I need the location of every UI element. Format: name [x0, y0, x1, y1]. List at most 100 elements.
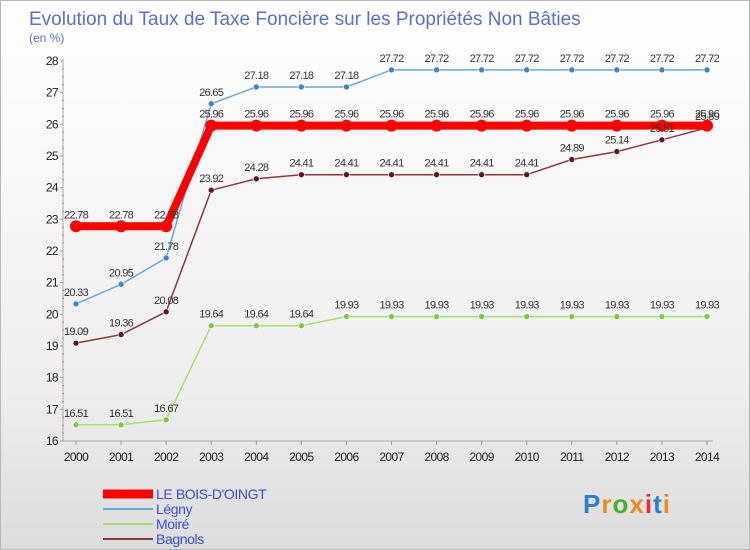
data-label: 19.36 [109, 318, 134, 330]
data-label: 24.28 [244, 162, 269, 174]
data-point [160, 220, 173, 233]
data-point [658, 136, 666, 144]
data-point [70, 220, 82, 233]
data-label: 24.41 [289, 158, 314, 170]
series-layer [70, 66, 713, 429]
data-label: 19.09 [64, 326, 89, 338]
data-label: 25.96 [379, 109, 404, 121]
x-tick-label: 2008 [424, 450, 449, 464]
data-point [340, 119, 353, 132]
data-point [72, 421, 80, 429]
data-point [478, 66, 485, 74]
y-tick-label: 25 [46, 149, 59, 163]
data-label: 27.18 [244, 70, 269, 82]
legend-label: Bagnols [156, 531, 204, 547]
data-label: 20.33 [64, 287, 89, 299]
data-point [117, 421, 125, 429]
data-label: 24.41 [379, 158, 404, 170]
data-point [433, 66, 440, 74]
data-point [162, 254, 170, 262]
data-label: 25.96 [470, 109, 495, 121]
data-point [478, 171, 485, 178]
data-label: 24.89 [560, 142, 585, 154]
data-label: 27.72 [695, 53, 720, 65]
data-label: 19.64 [244, 309, 269, 321]
data-point [72, 339, 80, 347]
data-label: 25.96 [199, 109, 224, 121]
y-tick-label: 18 [46, 371, 59, 385]
chart-title: Evolution du Taux de Taxe Foncière sur l… [29, 9, 581, 30]
data-point [162, 308, 170, 316]
data-point [433, 313, 440, 320]
data-label: 25.96 [425, 109, 450, 121]
data-point [523, 313, 531, 320]
data-label: 19.93 [470, 300, 495, 312]
data-label: 16.51 [64, 408, 89, 420]
data-point [252, 322, 260, 330]
x-tick-label: 2002 [154, 450, 179, 464]
data-point [523, 171, 531, 178]
data-label: 25.96 [695, 109, 720, 121]
x-tick-label: 2011 [560, 450, 584, 464]
legend-label: Légny [156, 501, 193, 517]
x-tick-label: 2003 [199, 450, 224, 464]
data-label: 24.41 [334, 158, 359, 170]
data-point [430, 119, 443, 132]
x-tick-label: 2014 [695, 450, 720, 464]
data-label: 25.96 [244, 109, 269, 121]
x-tick-label: 2007 [379, 450, 404, 464]
data-label: 27.18 [334, 70, 359, 82]
data-point [565, 119, 578, 132]
logo-letter: P [583, 489, 602, 519]
y-tick-label: 27 [46, 86, 59, 100]
x-tick-label: 2000 [64, 450, 89, 464]
data-label: 16.51 [109, 408, 134, 420]
data-point [478, 313, 485, 320]
data-label: 25.89 [695, 111, 720, 123]
logo-letter: i [644, 489, 654, 519]
data-label: 25.51 [650, 123, 675, 135]
data-label: 19.93 [425, 300, 450, 312]
data-point [388, 313, 395, 320]
data-point [703, 313, 711, 320]
legend-label: LE BOIS-D'OINGT [156, 486, 267, 502]
x-tick-label: 2009 [469, 450, 494, 464]
data-label: 21.78 [154, 241, 179, 253]
x-tick-label: 2005 [289, 450, 314, 464]
data-point [252, 175, 260, 183]
data-point [117, 331, 125, 338]
logo-letter: r [601, 489, 613, 519]
y-tick-label: 20 [46, 307, 59, 321]
axes: 16 17 18 19 20 21 22 23 24 25 26 27 28 2000 2001 2002 20… [46, 54, 721, 464]
data-point [250, 119, 263, 132]
data-label: 20.08 [154, 295, 179, 307]
data-point [252, 83, 260, 91]
x-tick-label: 2013 [650, 450, 675, 464]
data-label: 24.41 [425, 158, 450, 170]
y-tick-label: 17 [46, 402, 59, 416]
data-point [298, 171, 305, 178]
data-label: 25.96 [650, 109, 675, 121]
data-point [655, 119, 668, 132]
x-tick-label: 2004 [244, 450, 269, 464]
data-point [298, 322, 305, 330]
data-point [568, 313, 576, 320]
data-point [475, 119, 488, 132]
y-axis-unit-label: (en %) [29, 31, 64, 45]
data-label: 25.96 [515, 109, 540, 121]
data-point [385, 119, 398, 132]
legend-label: Moiré [156, 516, 190, 532]
data-point [613, 148, 621, 155]
y-tick-label: 19 [46, 339, 59, 353]
data-point [388, 66, 395, 74]
data-label: 19.93 [560, 300, 585, 312]
data-label: 27.72 [425, 53, 450, 65]
data-point [207, 322, 215, 330]
logo-letter: t [653, 489, 663, 519]
data-label: 24.41 [470, 158, 495, 170]
data-point [701, 119, 713, 132]
y-tick-label: 24 [46, 181, 59, 195]
